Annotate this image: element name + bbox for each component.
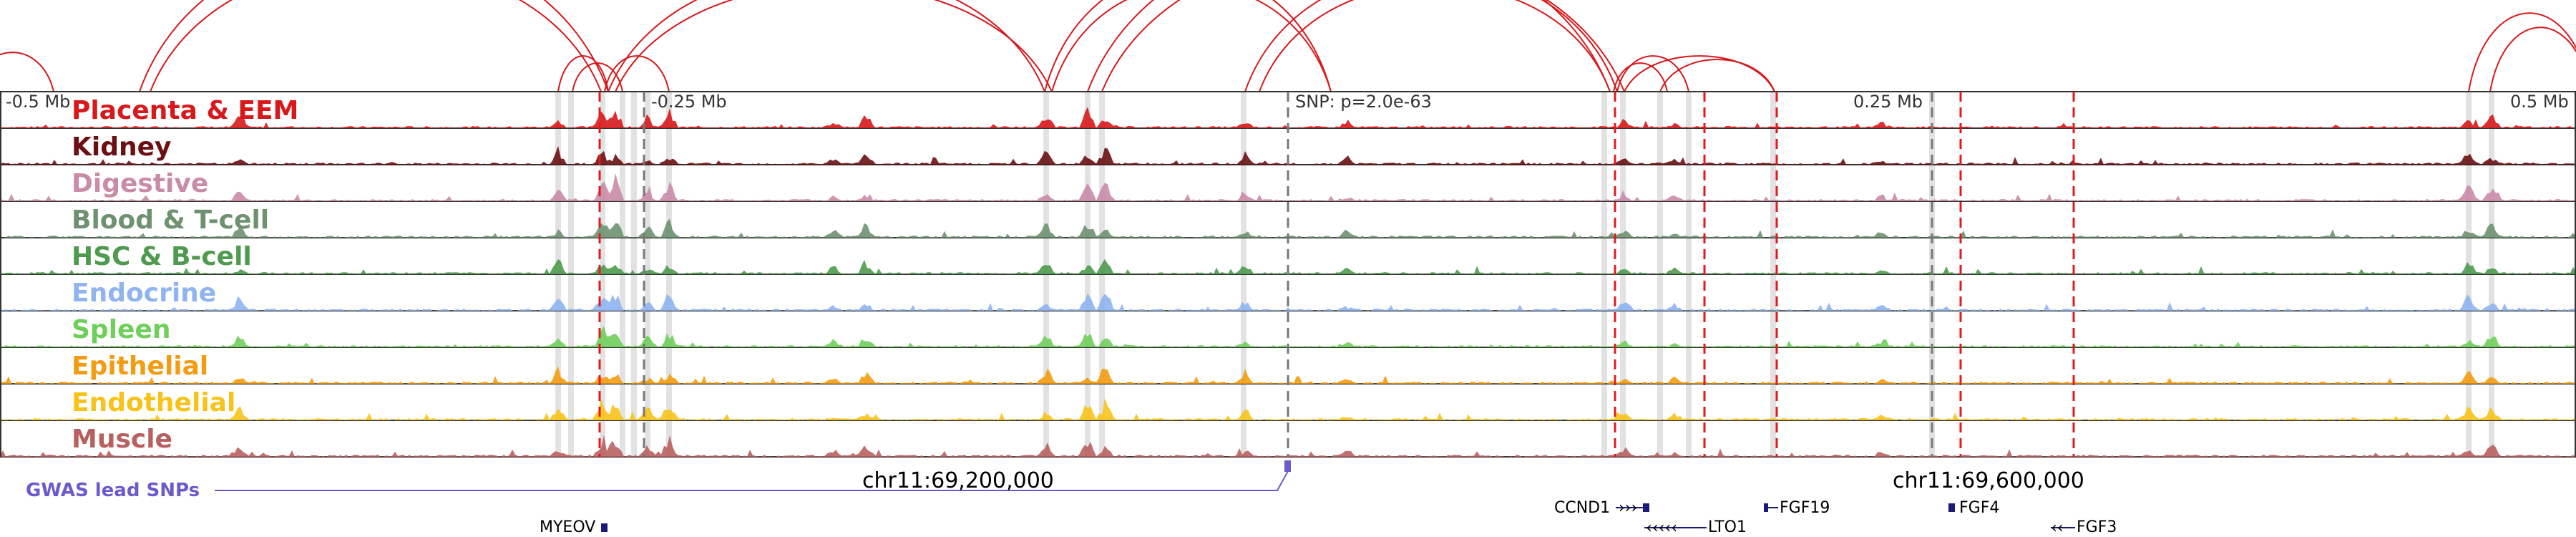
scale-label-minus-quarter: -0.25 Mb [651,92,727,112]
loop-arc [1616,55,1689,92]
track-label: Digestive [72,169,208,198]
track-signal [0,326,2576,347]
track-label: Muscle [72,425,172,454]
track-label: HSC & B-cell [72,242,252,271]
chromatin-loop-arcs [0,0,2576,92]
track-label: Spleen [72,315,171,344]
gene-label-fgf4: FGF4 [1959,499,1999,517]
loop-arc [139,0,609,92]
track-label: Blood & T-cell [72,205,269,235]
track-label: Epithelial [72,352,208,381]
track-signal [0,107,2576,128]
grey-dashed-markers [643,92,1933,457]
track-signal [0,435,2576,457]
loop-arc [604,55,670,92]
loop-arc [2468,12,2576,92]
coord-label-left: chr11:69,200,000 [862,468,1054,493]
gene-label-ccnd1: CCND1 [1554,499,1610,517]
scale-label-minus-half: -0.5 Mb [6,92,70,112]
track-label: Endocrine [72,279,216,308]
gene-label-lto1: LTO1 [1708,518,1747,536]
loop-arc [572,62,623,92]
loop-arc [1613,62,1668,92]
scale-label-plus-half: 0.5 Mb [2510,92,2569,112]
track-signal [0,218,2576,238]
loop-arc [2489,26,2576,92]
gwas-snp-marker [1284,460,1291,472]
loop-arc [0,52,54,92]
gene-label-myeov: MYEOV [540,518,595,536]
loop-arc [1051,0,1332,92]
loop-arc [1087,0,1611,92]
gwas-connector-line [215,470,1289,491]
gene-track: CCND1 ››› FGF19 FGF4 MYEOV ‹‹‹‹‹ LTO1 ‹‹… [540,499,2117,537]
loop-arc [1659,59,1775,92]
loop-arc [557,55,609,92]
gene-strand-ccnd1: ››› [1619,499,1637,517]
loop-arc [150,0,602,92]
loop-arc [615,0,1053,92]
gene-strand-fgf3: ‹‹ [2051,519,2064,537]
loop-arc [608,0,1045,92]
gene-label-fgf3: FGF3 [2077,518,2117,536]
gene-strand-lto1: ‹‹‹‹‹ [1646,519,1677,537]
track-label: Placenta & EEM [72,96,298,125]
track-label: Endothelial [72,388,235,417]
loop-arc [1101,0,1625,92]
loop-arc [1259,0,1611,92]
gene-label-fgf19: FGF19 [1780,499,1830,517]
snp-pvalue-label: SNP: p=2.0e-63 [1295,92,1432,112]
loop-arc [1624,55,1775,92]
scale-label-plus-quarter: 0.25 Mb [1853,92,1923,112]
coord-label-right: chr11:69,600,000 [1893,468,2084,493]
loop-arc [1044,0,1332,92]
gene-exon-fgf4 [1948,503,1955,512]
gene-exon-ccnd1 [1643,503,1649,512]
track-label: Kidney [72,132,172,162]
gene-exon-myeov [601,523,608,532]
gwas-label: GWAS lead SNPs [26,480,200,501]
loop-arc [1244,0,1618,92]
red-dashed-markers [598,92,2075,457]
